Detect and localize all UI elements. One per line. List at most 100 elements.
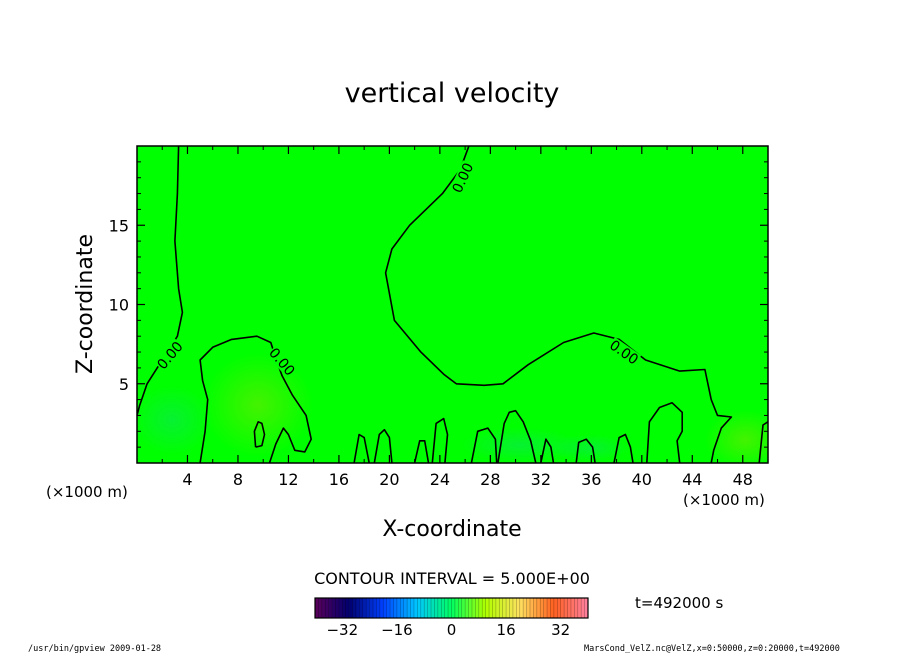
x-axis: 4 8 12 16 20 24 28 32 36 40 44 48 (161, 146, 753, 489)
colorbar-cell (557, 598, 561, 618)
colorbar-cell (543, 598, 548, 618)
contour-line (613, 433, 634, 463)
colorbar-cell (512, 598, 517, 618)
colorbar (314, 597, 589, 619)
colorbar-cell (485, 598, 490, 618)
colorbar-cell (492, 598, 497, 618)
colorbar-cell (413, 598, 418, 618)
y-axis: 5 10 15 (109, 161, 768, 448)
x-tick-label: 32 (531, 470, 551, 489)
colorbar-tick-label: −32 (326, 621, 358, 639)
y-tick-label: 5 (119, 375, 129, 394)
colorbar-cell (519, 598, 524, 618)
colorbar-cell (383, 598, 387, 618)
colorbar-cell (369, 598, 374, 618)
x-tick-label: 8 (233, 470, 243, 489)
time-label: t=492000 s (635, 594, 723, 612)
colorbar-cell (332, 598, 336, 618)
colorbar-cell (396, 598, 401, 618)
colorbar-ticks: −32 −16 0 16 32 (326, 621, 570, 639)
colorbar-cell (577, 598, 582, 618)
contour-line (758, 421, 768, 463)
contour-line (470, 427, 498, 463)
colorbar-tick-label: 16 (497, 621, 516, 639)
colorbar-cell (335, 598, 340, 618)
colorbar-cell (564, 598, 568, 618)
x-tick-label: 36 (581, 470, 601, 489)
colorbar-cell (431, 598, 435, 618)
colorbar-cell (465, 598, 469, 618)
contour-line (373, 428, 393, 463)
colorbar-cell (390, 598, 394, 618)
colorbar-cell (403, 598, 408, 618)
colorbar-cell (379, 598, 384, 618)
contour-interval: CONTOUR INTERVAL = 5.000E+00 (314, 569, 590, 588)
colorbar-cell (451, 598, 456, 618)
colorbar-cell (547, 598, 551, 618)
contour-line (431, 417, 449, 463)
x-tick-label: 12 (278, 470, 298, 489)
colorbar-cell (526, 598, 531, 618)
x-tick-label: 4 (182, 470, 192, 489)
contour-line (540, 438, 555, 463)
colorbar-cell (441, 598, 445, 618)
colorbar-cell (424, 598, 428, 618)
colorbar-cell (502, 598, 507, 618)
colorbar-cell (410, 598, 415, 618)
colorbar-cell (355, 598, 360, 618)
colorbar-cell (461, 598, 466, 618)
colorbar-cell (318, 598, 323, 618)
field-shading-blob (460, 427, 580, 463)
colorbar-cell (516, 598, 521, 618)
colorbar-tick-label: −16 (381, 621, 413, 639)
colorbar-cell (468, 598, 473, 618)
colorbar-cell (529, 598, 534, 618)
contour-line (497, 409, 537, 463)
colorbar-cell (386, 598, 391, 618)
colorbar-cell (407, 598, 411, 618)
colorbar-tick-label: 32 (551, 621, 570, 639)
colorbar-cell (338, 598, 343, 618)
footer-right: MarsCond_VelZ.nc@VelZ,x=0:50000,z=0:2000… (584, 644, 840, 654)
colorbar-cell (489, 598, 493, 618)
x-tick-label: 40 (632, 470, 652, 489)
field-shading-blob (137, 385, 212, 455)
contour-label-bg (449, 160, 476, 196)
colorbar-cell (448, 598, 452, 618)
x-tick-label: 24 (430, 470, 450, 489)
field-shading-blob (705, 410, 768, 463)
plot-area: 0.00 0.000.000.00 4 8 12 16 20 24 28 32 36 40 44 48 … (109, 145, 769, 489)
colorbar-cell (376, 598, 381, 618)
colorbar-cell (540, 598, 544, 618)
x-tick-label: 20 (379, 470, 399, 489)
chart-title: vertical velocity (345, 78, 560, 109)
colorbar-cell (417, 598, 422, 618)
colorbar-cell (495, 598, 500, 618)
colorbar-cell (400, 598, 405, 618)
colorbar-cell (536, 598, 541, 618)
colorbar-cell (359, 598, 364, 618)
contour-line (137, 146, 184, 416)
contour-label-bg (266, 344, 298, 379)
colorbar-cell (574, 598, 579, 618)
x-unit-right: (×1000 m) (683, 491, 765, 509)
colorbar-cell (420, 598, 425, 618)
colorbar-cell (506, 598, 510, 618)
colorbar-cell (584, 598, 589, 618)
colorbar-cell (444, 598, 449, 618)
colorbar-cell (352, 598, 357, 618)
x-tick-label: 48 (733, 470, 753, 489)
colorbar-frame (314, 597, 589, 619)
x-axis-label: X-coordinate (382, 517, 521, 542)
field-shading-blob (550, 434, 630, 462)
colorbar-cell (567, 598, 572, 618)
colorbar-cell (550, 598, 555, 618)
footer-left: /usr/bin/gpview 2009-01-28 (28, 644, 161, 654)
contour-line (253, 421, 266, 448)
y-tick-label: 10 (109, 296, 129, 315)
colorbar-cell (362, 598, 367, 618)
contour-line (413, 440, 430, 463)
colorbar-cell (342, 598, 347, 618)
colorbar-cell (570, 598, 575, 618)
